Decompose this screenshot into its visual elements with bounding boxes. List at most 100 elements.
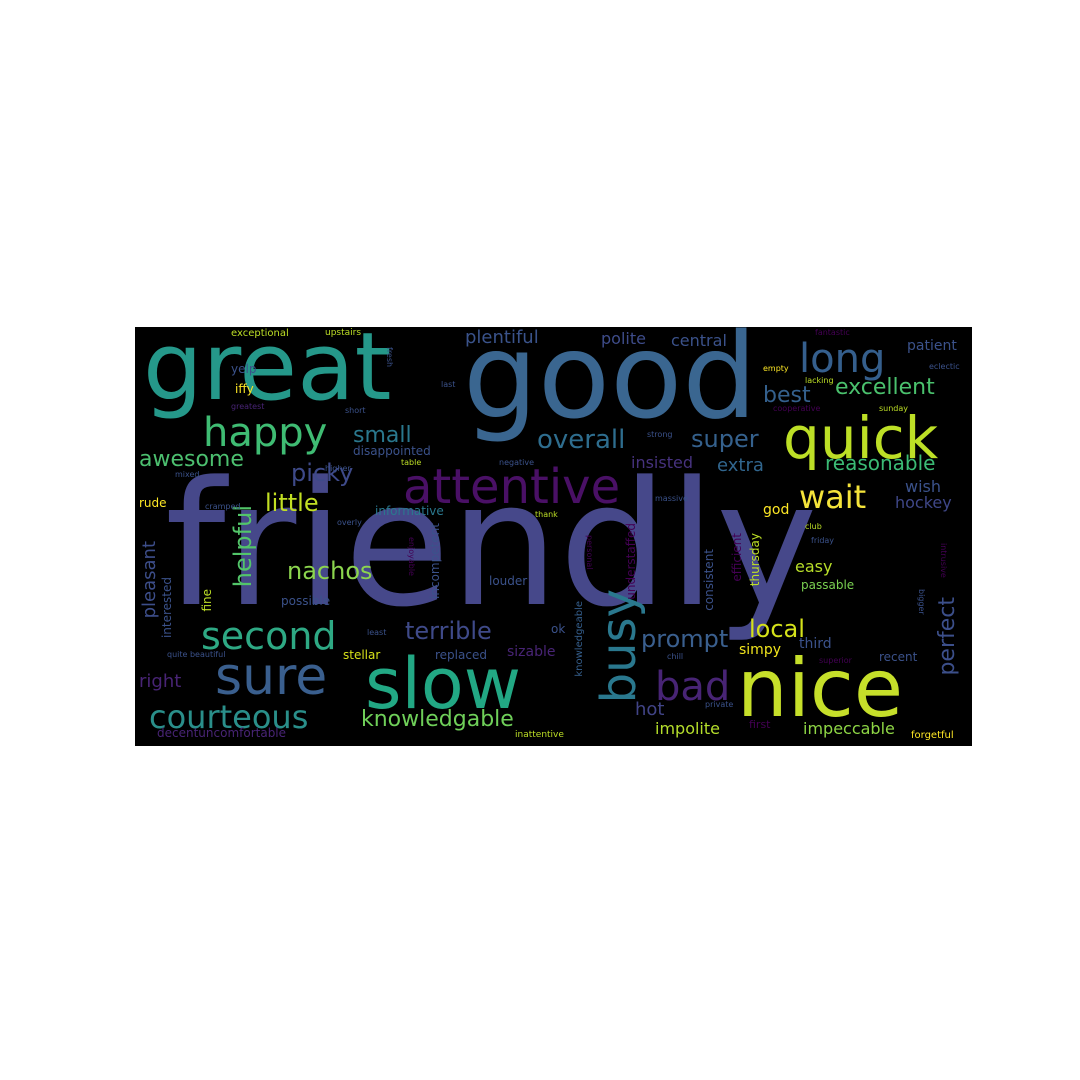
word: disappointed [353,444,431,458]
word: slow [365,643,521,725]
word: god [763,502,790,518]
word: negative [499,458,534,467]
word: strong [647,430,673,439]
word: massive [655,494,688,503]
word: courteous [149,698,309,736]
word: overall [537,425,626,455]
word: wish [905,477,942,496]
word: hot [635,699,665,720]
word: knowledgeable [574,601,585,677]
word: intrusive [939,543,948,578]
word: extra [717,455,764,476]
word: mixed [175,470,200,479]
word: higher [325,464,351,473]
word: least [367,628,387,637]
word: ok [551,622,566,636]
word: fresh [385,347,394,368]
word: fine [200,589,214,612]
word: right [139,671,182,692]
word: insisted [631,453,693,472]
word: rude [139,496,167,510]
word: thank [535,510,558,519]
word: easy [795,557,833,576]
word: fantastic [815,328,850,337]
word: central [671,331,727,350]
word: short [345,406,366,415]
word: pleasant [139,541,160,619]
word: consistent [702,549,716,611]
word: good [463,327,758,445]
word: informative [375,504,444,518]
word: last [441,380,456,389]
word: friday [811,536,835,545]
word: recent [879,650,918,664]
word: club [805,522,822,531]
word: inattentive [515,730,564,740]
word: terrible [405,617,492,645]
word: empty [763,364,789,373]
word: second [201,614,337,658]
word: picky [291,459,354,487]
word: greatest [231,402,265,411]
word: bigger [917,589,926,615]
word: louder [489,574,528,588]
word: long [799,336,886,382]
word: sure [215,647,328,707]
word: overly [337,518,362,527]
word: exceptional [231,328,289,339]
word: thursday [748,533,762,587]
word: possible [281,594,331,608]
word: helpful [229,505,257,588]
word: prompt [641,625,729,653]
word: wait [799,478,867,516]
word: yelp [231,362,257,376]
word: simpy [739,642,781,658]
word: super [691,425,759,453]
word: forgetful [911,730,954,741]
word: polite [601,329,646,348]
word: replaced [435,648,487,662]
word: impeccable [803,719,895,738]
word: perfect [935,597,960,676]
word: hockey [895,493,952,512]
word: happy [203,410,328,456]
word: busy [591,589,647,704]
word: little [265,489,319,517]
word: bad [655,664,731,710]
word: third [799,636,832,652]
word: sunday [879,404,909,413]
word: small [353,423,412,448]
word: enjoyable [407,537,416,576]
word: friendly [165,444,818,645]
word: personal [585,535,594,570]
word: quite beautiful [167,650,226,659]
word: private [705,700,734,709]
word: eclectic [929,362,960,371]
word: great [143,327,392,422]
word: first [749,718,771,731]
word: nachos [287,557,373,585]
word: awesome [139,447,244,472]
word: reasonable [825,451,936,475]
word: decentuncomfortable [157,726,287,740]
word: upstairs [325,328,362,338]
word: knowledgable [361,707,514,732]
word: stellar [343,648,381,662]
word: excellent [835,375,935,400]
word: impolite [655,719,720,738]
word: efficient [730,533,744,582]
word: local [749,615,805,643]
word: plentiful [465,327,539,348]
word: best [763,383,811,408]
word: interested [160,577,174,639]
word: sizable [507,644,556,660]
word: lacking [805,376,834,385]
word: understaffed [624,523,638,600]
word: nice [737,642,904,735]
word: table [401,458,422,467]
word: cooperative [773,404,821,413]
word: passable [801,578,855,592]
word: attentive [403,459,621,515]
word: quick [783,404,939,472]
